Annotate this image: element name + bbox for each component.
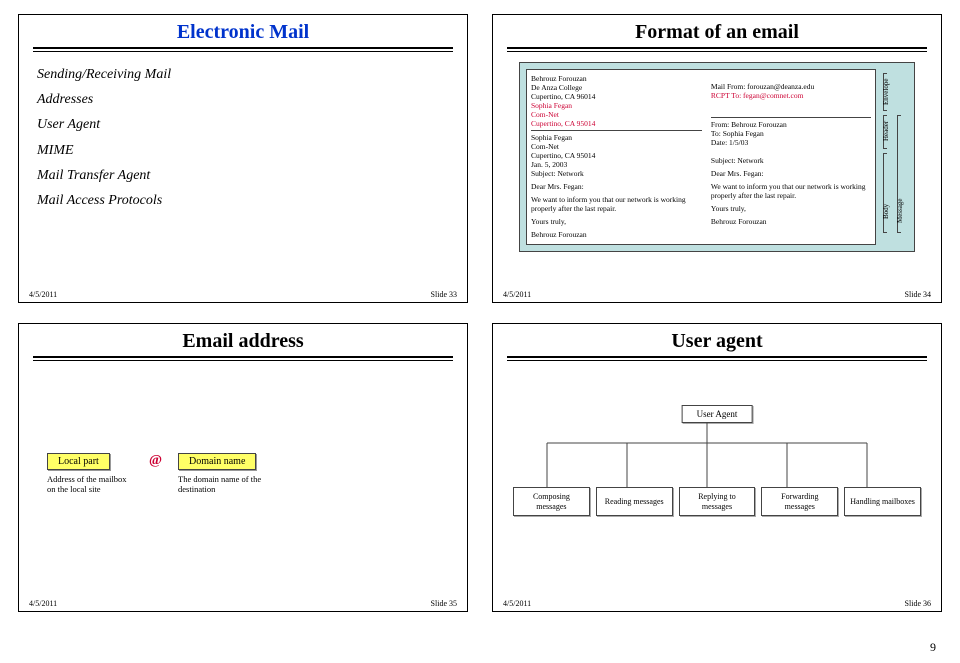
- footer-date: 4/5/2011: [503, 290, 531, 299]
- slide-footer: 4/5/2011 Slide 36: [493, 597, 941, 611]
- local-part-desc: Address of the mailbox on the local site: [47, 474, 133, 494]
- footer-slideno: Slide 34: [905, 290, 931, 299]
- brace-label-header: Header: [882, 115, 890, 141]
- env-line: De Anza College: [531, 83, 702, 92]
- domain-col: Domain name The domain name of the desti…: [178, 451, 264, 494]
- slide-body: User Agent Composing messages Reading me…: [493, 361, 941, 597]
- hdr-line: Cupertino, CA 95014: [531, 151, 702, 160]
- env-from: Mail From: forouzan@deanza.edu: [711, 82, 871, 91]
- topic-item: Mail Access Protocols: [37, 188, 453, 213]
- tree-leaf: Forwarding messages: [761, 487, 838, 516]
- local-part-box: Local part: [47, 453, 110, 470]
- hdr-line: Date: 1/5/03: [711, 138, 871, 147]
- hdr-line: Subject: Network: [711, 156, 871, 165]
- slide-35: Email address Local part Address of the …: [18, 323, 468, 612]
- mail-inner: Behrouz Forouzan De Anza College Cuperti…: [526, 69, 876, 245]
- footer-date: 4/5/2011: [29, 599, 57, 608]
- slide-title: User agent: [507, 330, 927, 353]
- tree-root: User Agent: [682, 405, 753, 423]
- slide-footer: 4/5/2011 Slide 35: [19, 597, 467, 611]
- footer-date: 4/5/2011: [29, 290, 57, 299]
- mail-panel: Behrouz Forouzan De Anza College Cuperti…: [519, 62, 915, 252]
- footer-slideno: Slide 33: [431, 290, 457, 299]
- body-sig: Behrouz Forouzan: [711, 217, 871, 226]
- footer-slideno: Slide 35: [431, 599, 457, 608]
- tree-connectors-icon: [507, 423, 907, 487]
- env-rcpt: RCPT To: fegan@comnet.com: [711, 91, 871, 100]
- hdr-line: Sophia Fegan: [531, 133, 702, 142]
- topic-item: User Agent: [37, 112, 453, 137]
- brace-label-body: Body: [882, 149, 890, 219]
- domain-box: Domain name: [178, 453, 256, 470]
- slide-header: Format of an email: [493, 15, 941, 52]
- envelope-block: Behrouz Forouzan De Anza College Cuperti…: [531, 72, 702, 131]
- slide-36: User agent User Agent Composing messag: [492, 323, 942, 612]
- mail-right-col: Mail From: forouzan@deanza.edu RCPT To: …: [711, 72, 871, 226]
- slide-34: Format of an email Behrouz Forouzan De A…: [492, 14, 942, 303]
- slide-footer: 4/5/2011 Slide 33: [19, 288, 467, 302]
- envelope-block: Mail From: forouzan@deanza.edu RCPT To: …: [711, 72, 871, 118]
- slide-grid: Electronic Mail Sending/Receiving Mail A…: [0, 0, 960, 620]
- slide-header: Email address: [19, 324, 467, 361]
- footer-slideno: Slide 36: [905, 599, 931, 608]
- mail-left-col: Behrouz Forouzan De Anza College Cuperti…: [531, 72, 702, 239]
- tree-leaf: Reading messages: [596, 487, 673, 516]
- topic-item: Sending/Receiving Mail: [37, 62, 453, 87]
- hdr-line: To: Sophia Fegan: [711, 129, 871, 138]
- local-part-col: Local part Address of the mailbox on the…: [47, 451, 133, 494]
- hdr-line: Jan. 5, 2003: [531, 160, 702, 169]
- body-text: We want to inform you that our network i…: [531, 195, 702, 213]
- body-text: We want to inform you that our network i…: [711, 182, 871, 200]
- hdr-line: Subject: Network: [531, 169, 702, 178]
- email-address-diagram: Local part Address of the mailbox on the…: [47, 451, 453, 494]
- brace-label-envelope: Envelope: [882, 75, 890, 105]
- hdr-line: Com-Net: [531, 142, 702, 151]
- tree-leaf: Handling mailboxes: [844, 487, 921, 516]
- env-line: Behrouz Forouzan: [531, 74, 702, 83]
- slide-footer: 4/5/2011 Slide 34: [493, 288, 941, 302]
- tree-leaves-row: Composing messages Reading messages Repl…: [507, 487, 927, 516]
- slide-title: Email address: [33, 330, 453, 353]
- slide-header: User agent: [493, 324, 941, 361]
- body-greet: Dear Mrs. Fegan:: [531, 182, 702, 191]
- hdr-line: From: Behrouz Forouzan: [711, 120, 871, 129]
- tree-leaf: Replying to messages: [679, 487, 756, 516]
- topic-item: Addresses: [37, 87, 453, 112]
- env-line: Cupertino, CA 96014: [531, 92, 702, 101]
- env-to-line: Cupertino, CA 95014: [531, 119, 702, 128]
- slide-title: Format of an email: [507, 21, 927, 44]
- body-sig: Behrouz Forouzan: [531, 230, 702, 239]
- slide-body: Local part Address of the mailbox on the…: [19, 361, 467, 597]
- tree-leaf: Composing messages: [513, 487, 590, 516]
- slide-body: Sending/Receiving Mail Addresses User Ag…: [19, 52, 467, 288]
- page-number: 9: [930, 640, 936, 655]
- brace-label-message: Message: [896, 113, 904, 223]
- slide-title: Electronic Mail: [33, 21, 453, 44]
- env-to-line: Sophia Fegan: [531, 101, 702, 110]
- slide-header: Electronic Mail: [19, 15, 467, 52]
- slide-33: Electronic Mail Sending/Receiving Mail A…: [18, 14, 468, 303]
- at-symbol: @: [149, 451, 162, 469]
- body-close: Yours truly,: [711, 204, 871, 213]
- hdr-spacer: [711, 147, 871, 156]
- topic-item: MIME: [37, 138, 453, 163]
- body-greet: Dear Mrs. Fegan:: [711, 169, 871, 178]
- env-to-line: Com-Net: [531, 110, 702, 119]
- body-close: Yours truly,: [531, 217, 702, 226]
- domain-desc: The domain name of the destination: [178, 474, 264, 494]
- topic-item: Mail Transfer Agent: [37, 163, 453, 188]
- footer-date: 4/5/2011: [503, 599, 531, 608]
- user-agent-tree: User Agent Composing messages Reading me…: [507, 401, 927, 581]
- topic-list: Sending/Receiving Mail Addresses User Ag…: [33, 62, 453, 213]
- slide-body: Behrouz Forouzan De Anza College Cuperti…: [493, 52, 941, 288]
